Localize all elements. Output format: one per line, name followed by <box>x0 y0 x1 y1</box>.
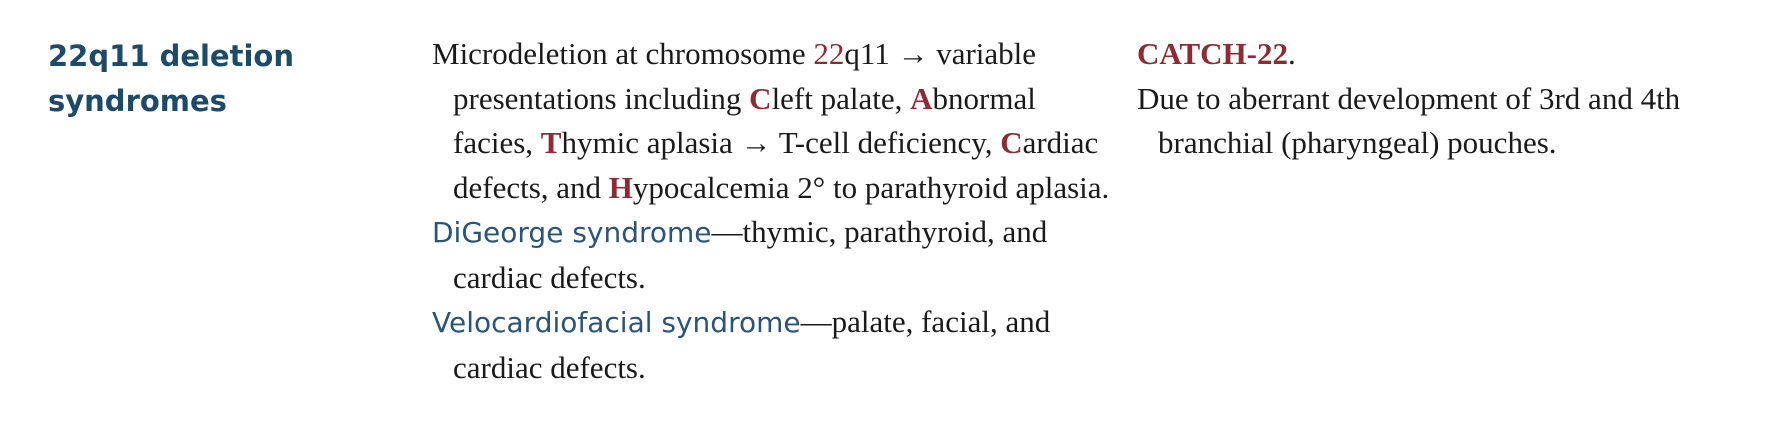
p1-text-6: ardiac defects, and <box>453 125 1099 205</box>
mnemonic-letter-h: H <box>608 169 633 205</box>
microdeletion-paragraph: Microdeletion at chromosome 22q11 → vari… <box>432 32 1112 210</box>
catch-22-mnemonic: CATCH-22 <box>1137 36 1288 71</box>
digeorge-description: —thymic, parathyroid, and cardiac defect… <box>453 214 1048 295</box>
p1-text-1: Microdeletion at chromosome <box>432 36 814 71</box>
embryology-note: Due to aberrant development of 3rd and 4… <box>1137 80 1681 161</box>
p1-text-3: left palate, <box>771 80 911 116</box>
digeorge-paragraph: DiGeorge syndrome—thymic, parathyroid, a… <box>432 210 1112 300</box>
notes-column: CATCH-22. Due to aberrant development of… <box>1137 32 1767 166</box>
p1-text-7: ypocalcemia 2° to parathyroid aplasia. <box>632 169 1110 205</box>
mnemonic-letter-c2: C <box>1000 125 1023 160</box>
velocardiofacial-paragraph: Velocardiofacial syndrome—palate, facial… <box>432 300 1112 390</box>
mnemonic-letter-c1: C <box>749 80 772 116</box>
p1-text-4: bnormal facies, <box>453 80 1036 161</box>
velocardiofacial-description: —palate, facial, and cardiac defects. <box>453 304 1051 385</box>
digeorge-term: DiGeorge syndrome <box>432 216 712 249</box>
chromosome-number: 22 <box>813 36 845 71</box>
mnemonic-letter-a: A <box>910 80 933 116</box>
mnemonic-line: CATCH-22. <box>1137 32 1767 77</box>
mnemonic-suffix: . <box>1287 36 1296 71</box>
mnemonic-letter-t: T <box>540 125 562 160</box>
p1-text-2: q11 → variable presentations including <box>453 36 1037 116</box>
main-description-column: Microdeletion at chromosome 22q11 → vari… <box>432 32 1112 390</box>
velocardiofacial-term: Velocardiofacial syndrome <box>432 306 801 339</box>
section-heading: 22q11 deletion syndromes <box>48 39 294 118</box>
p1-text-5: hymic aplasia → T-cell deficiency, <box>561 125 1001 160</box>
